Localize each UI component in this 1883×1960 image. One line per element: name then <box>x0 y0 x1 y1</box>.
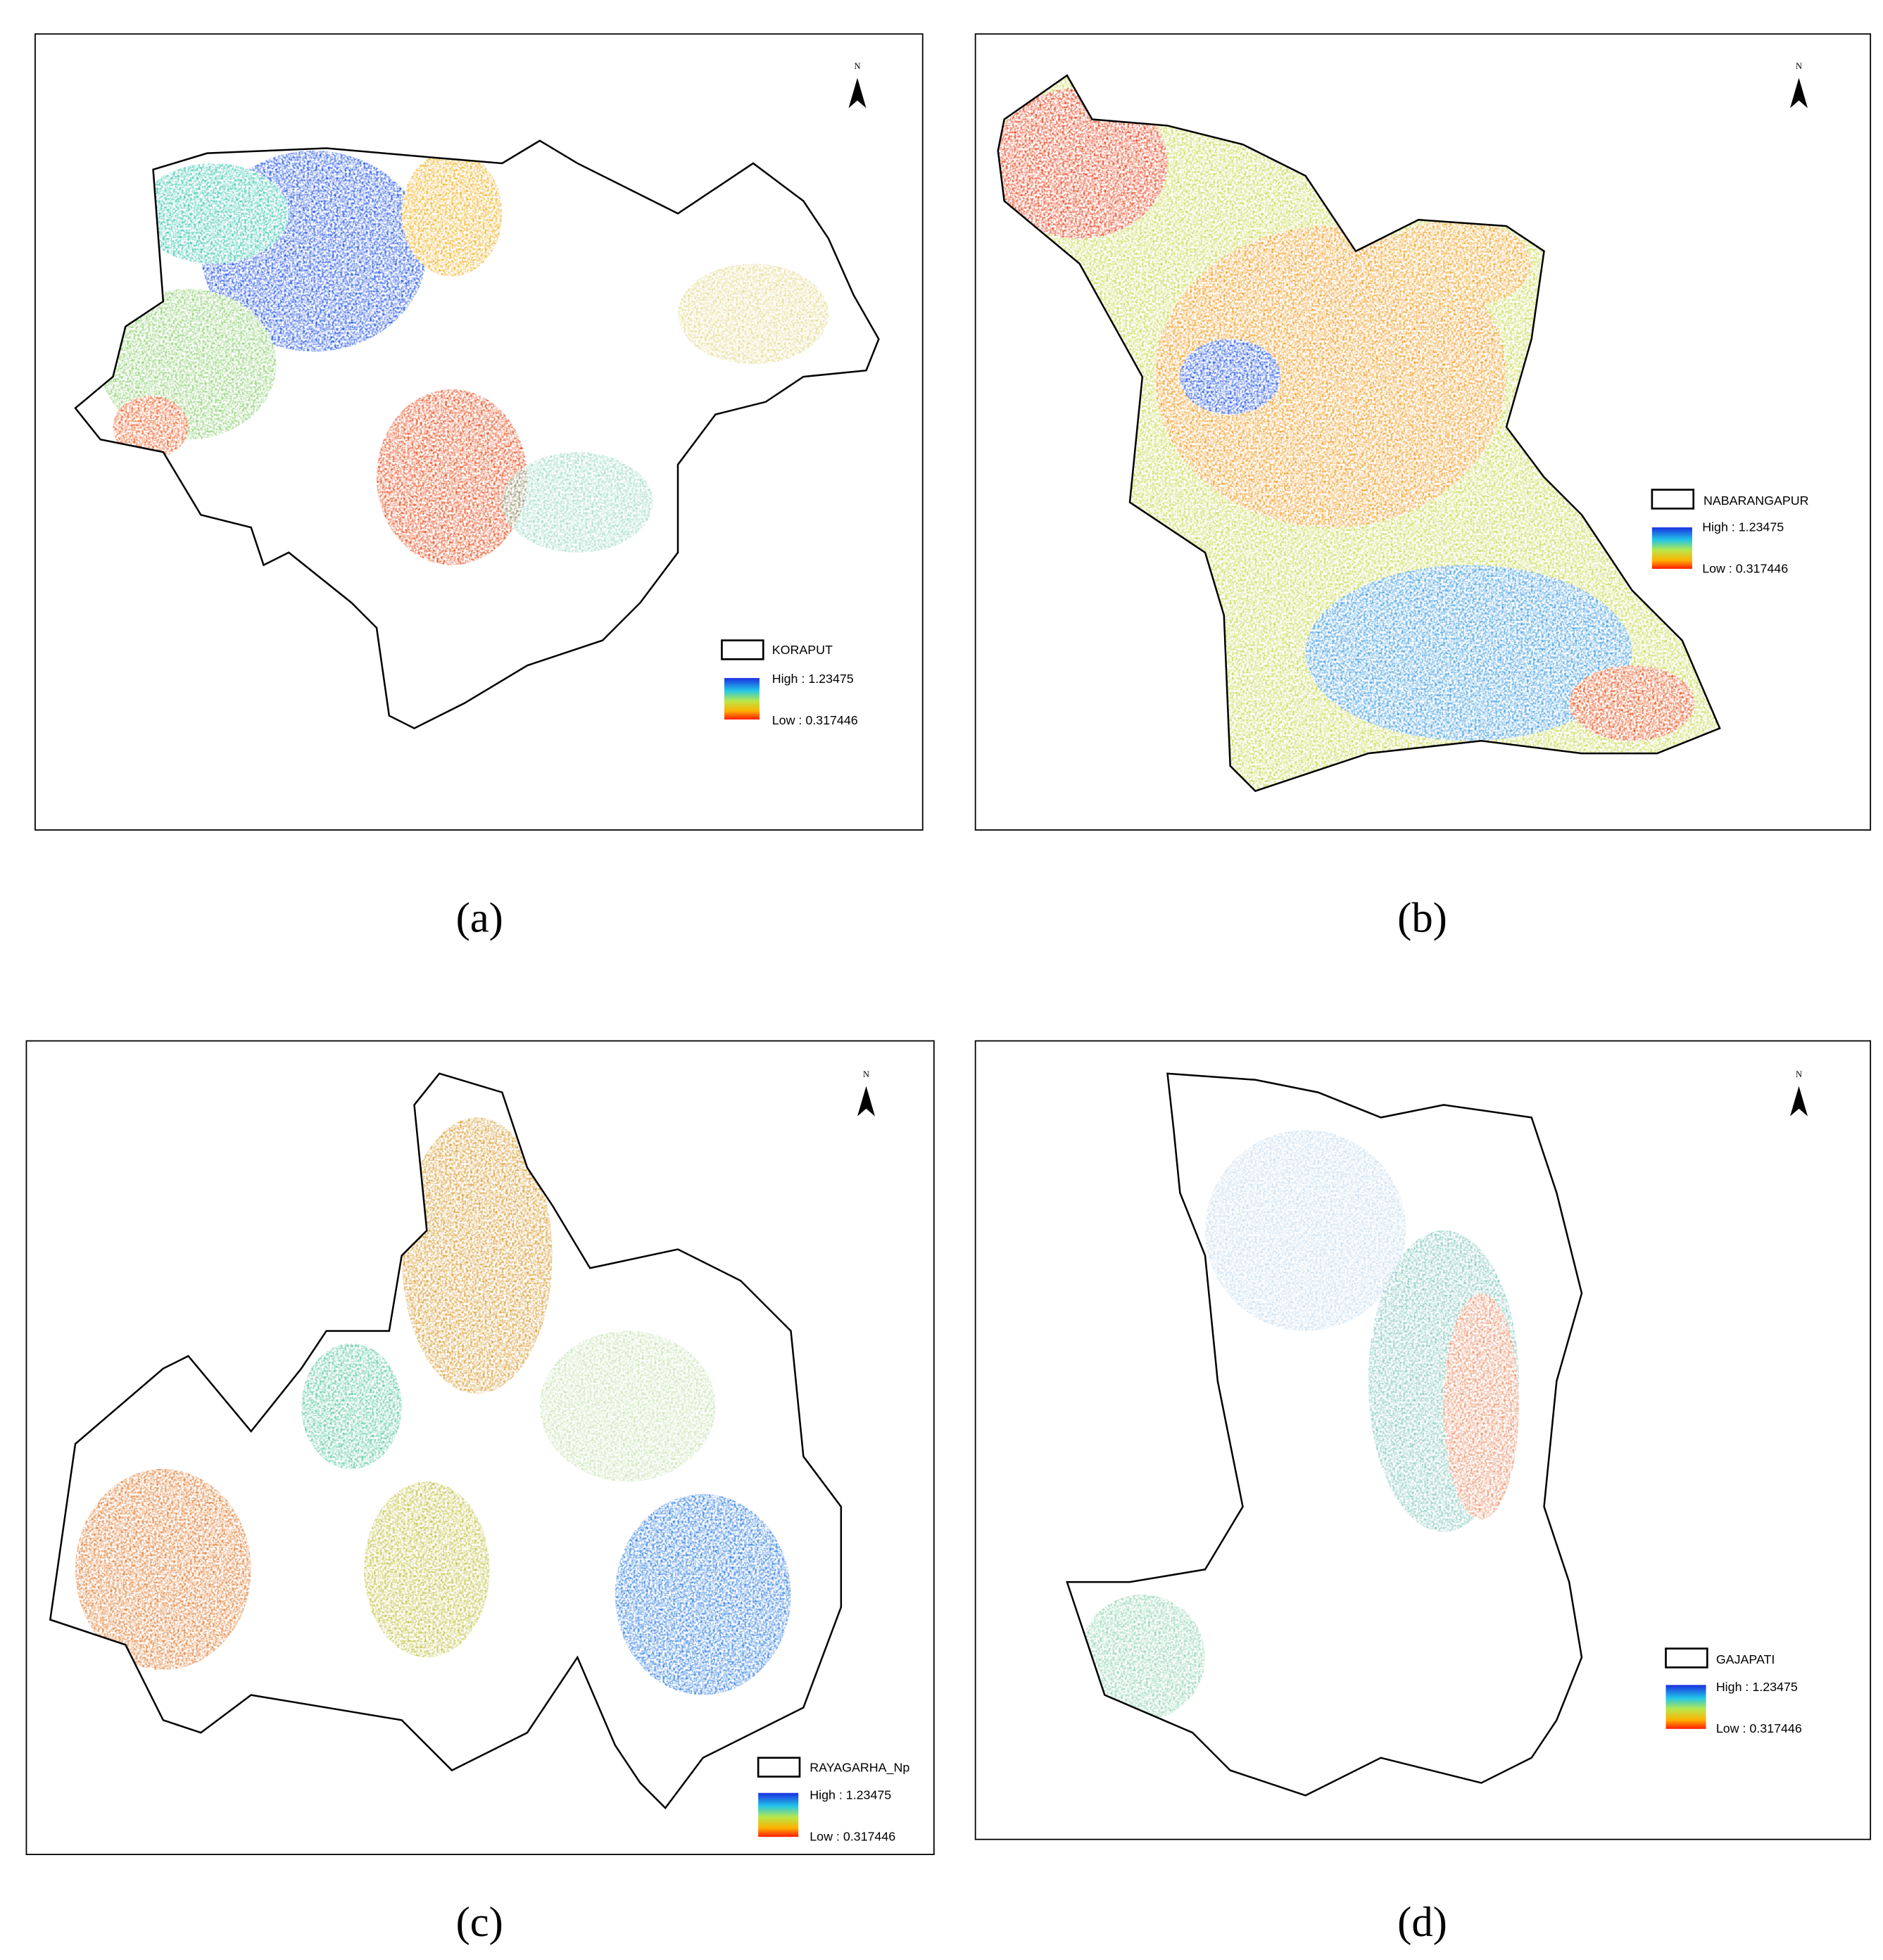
panel-caption: (b) <box>1397 894 1447 941</box>
legend: RAYAGARHA_Np High : 1.23475 Low : 0.3174… <box>757 1757 909 1843</box>
north-arrow-icon <box>848 77 867 108</box>
legend-low: Low : 0.317446 <box>1716 1721 1802 1735</box>
legend-ramp <box>724 678 760 720</box>
north-arrow-icon <box>1790 1086 1808 1117</box>
panel-caption: (a) <box>456 894 503 941</box>
legend-high: High : 1.23475 <box>1716 1680 1798 1694</box>
north-arrow: N <box>1790 61 1808 108</box>
raster <box>75 1117 791 1695</box>
legend-name: RAYAGARHA_Np <box>810 1760 909 1775</box>
legend-box <box>757 1757 801 1778</box>
north-label: N <box>863 1069 869 1079</box>
legend: GAJAPATI High : 1.23475 Low : 0.317446 <box>1665 1647 1802 1735</box>
north-arrow: N <box>1790 1069 1808 1117</box>
legend: KORAPUT High : 1.23475 Low : 0.317446 <box>721 639 858 727</box>
north-label: N <box>1796 1069 1802 1079</box>
legend-low: Low : 0.317446 <box>1702 561 1788 575</box>
legend-name: NABARANGAPUR <box>1703 494 1809 508</box>
panel-caption: (d) <box>1397 1899 1447 1946</box>
legend-high: High : 1.23475 <box>772 672 854 686</box>
north-arrow-icon <box>1790 77 1808 108</box>
legend-ramp <box>1665 1685 1706 1729</box>
legend-high: High : 1.23475 <box>810 1788 891 1802</box>
legend-box <box>721 639 764 660</box>
legend-ramp <box>1651 527 1692 569</box>
legend-box <box>1651 489 1695 510</box>
north-label: N <box>855 61 861 71</box>
north-label: N <box>1796 61 1802 71</box>
legend-low: Low : 0.317446 <box>810 1829 895 1843</box>
legend: NABARANGAPUR High : 1.23475 Low : 0.3174… <box>1651 489 1809 575</box>
legend-ramp <box>758 1792 799 1837</box>
raster <box>100 151 829 565</box>
north-arrow-icon <box>857 1086 875 1117</box>
legend-name: KORAPUT <box>772 643 833 657</box>
panel-caption: (c) <box>456 1899 503 1946</box>
legend-box <box>1665 1647 1708 1669</box>
raster <box>1079 1130 1519 1721</box>
legend-name: GAJAPATI <box>1716 1652 1775 1666</box>
legend-high: High : 1.23475 <box>1702 520 1784 534</box>
north-arrow: N <box>848 61 867 108</box>
north-arrow: N <box>857 1069 875 1117</box>
legend-low: Low : 0.317446 <box>772 713 858 727</box>
